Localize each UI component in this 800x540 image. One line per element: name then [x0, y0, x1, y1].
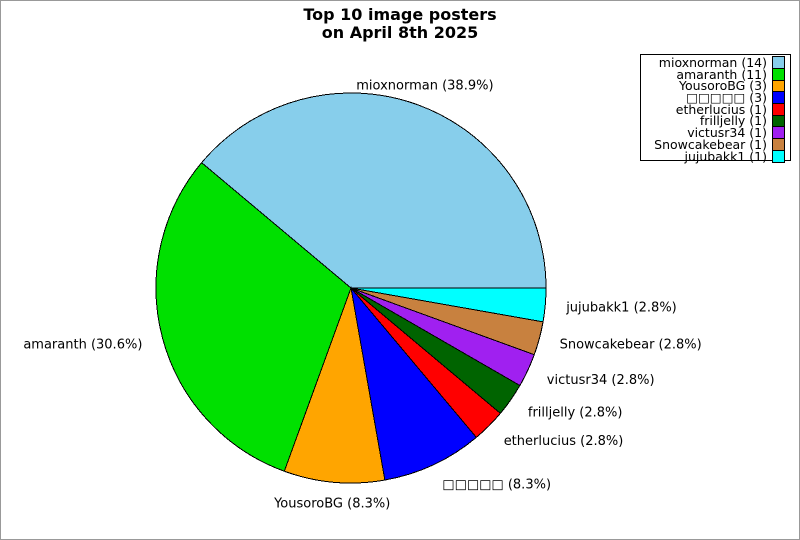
- pie-slice-label-yousorobg: YousoroBG (8.3%): [273, 497, 390, 512]
- pie-slice-label-mioxnorman: mioxnorman (38.9%): [356, 79, 493, 94]
- legend-label: victusr34 (1): [687, 125, 767, 141]
- pie-slice-label-unknown-glyph-user: □□□□□ (8.3%): [442, 477, 551, 492]
- legend-label: jujubakk1 (1): [684, 148, 768, 164]
- legend-box: mioxnorman (14) amaranth (11) YousoroBG (3…: [640, 54, 791, 164]
- legend-entry-amaranth: amaranth (11): [643, 66, 785, 82]
- pie-slice-label-snowcakebear: Snowcakebear (2.8%): [560, 337, 702, 352]
- legend-entry-frilljelly: frilljelly (1): [643, 113, 785, 129]
- legend-label: Snowcakebear (1): [654, 136, 767, 152]
- pie-slice-label-jujubakk1: jujubakk1 (2.8%): [565, 300, 677, 315]
- pie-slice-amaranth: [155, 161, 352, 472]
- legend-entry-unknown-glyph-user: □□□□□ (3): [643, 90, 785, 106]
- pie-slice-label-etherlucius: etherlucius (2.8%): [504, 434, 624, 449]
- legend-label: etherlucius (1): [675, 101, 767, 117]
- pie-slice-label-amaranth: amaranth (30.6%): [23, 337, 142, 352]
- pie-slice-unknown-glyph-user: [350, 286, 478, 481]
- legend-entry-mioxnorman: mioxnorman (14): [643, 55, 785, 70]
- legend-entry-etherlucius: etherlucius (1): [643, 101, 785, 117]
- legend-label: mioxnorman (14): [658, 55, 767, 70]
- legend-label: amaranth (11): [676, 66, 767, 82]
- pie-slice-yousorobg: [283, 286, 386, 484]
- legend-color-swatch-icon: [772, 149, 785, 163]
- pie-slice-jujubakk1: [350, 287, 547, 323]
- pie-slice-label-victusr34: victusr34 (2.8%): [547, 373, 655, 388]
- legend-entry-victusr34: victusr34 (1): [643, 125, 785, 141]
- legend-label: frilljelly (1): [699, 113, 767, 129]
- legend-label: □□□□□ (3): [686, 90, 767, 106]
- pie-slice-label-frilljelly: frilljelly (2.8%): [528, 405, 623, 420]
- legend-entry-yousorobg: YousoroBG (3): [643, 78, 785, 94]
- pie-slice-mioxnorman: [200, 92, 547, 289]
- chart-title-line1: Top 10 image posters: [303, 5, 497, 24]
- legend-entry-jujubakk1: jujubakk1 (1): [643, 148, 785, 164]
- legend-label: YousoroBG (3): [679, 78, 767, 94]
- chart-title: Top 10 image posters on April 8th 2025: [1, 6, 799, 42]
- chart-title-line2: on April 8th 2025: [321, 22, 479, 42]
